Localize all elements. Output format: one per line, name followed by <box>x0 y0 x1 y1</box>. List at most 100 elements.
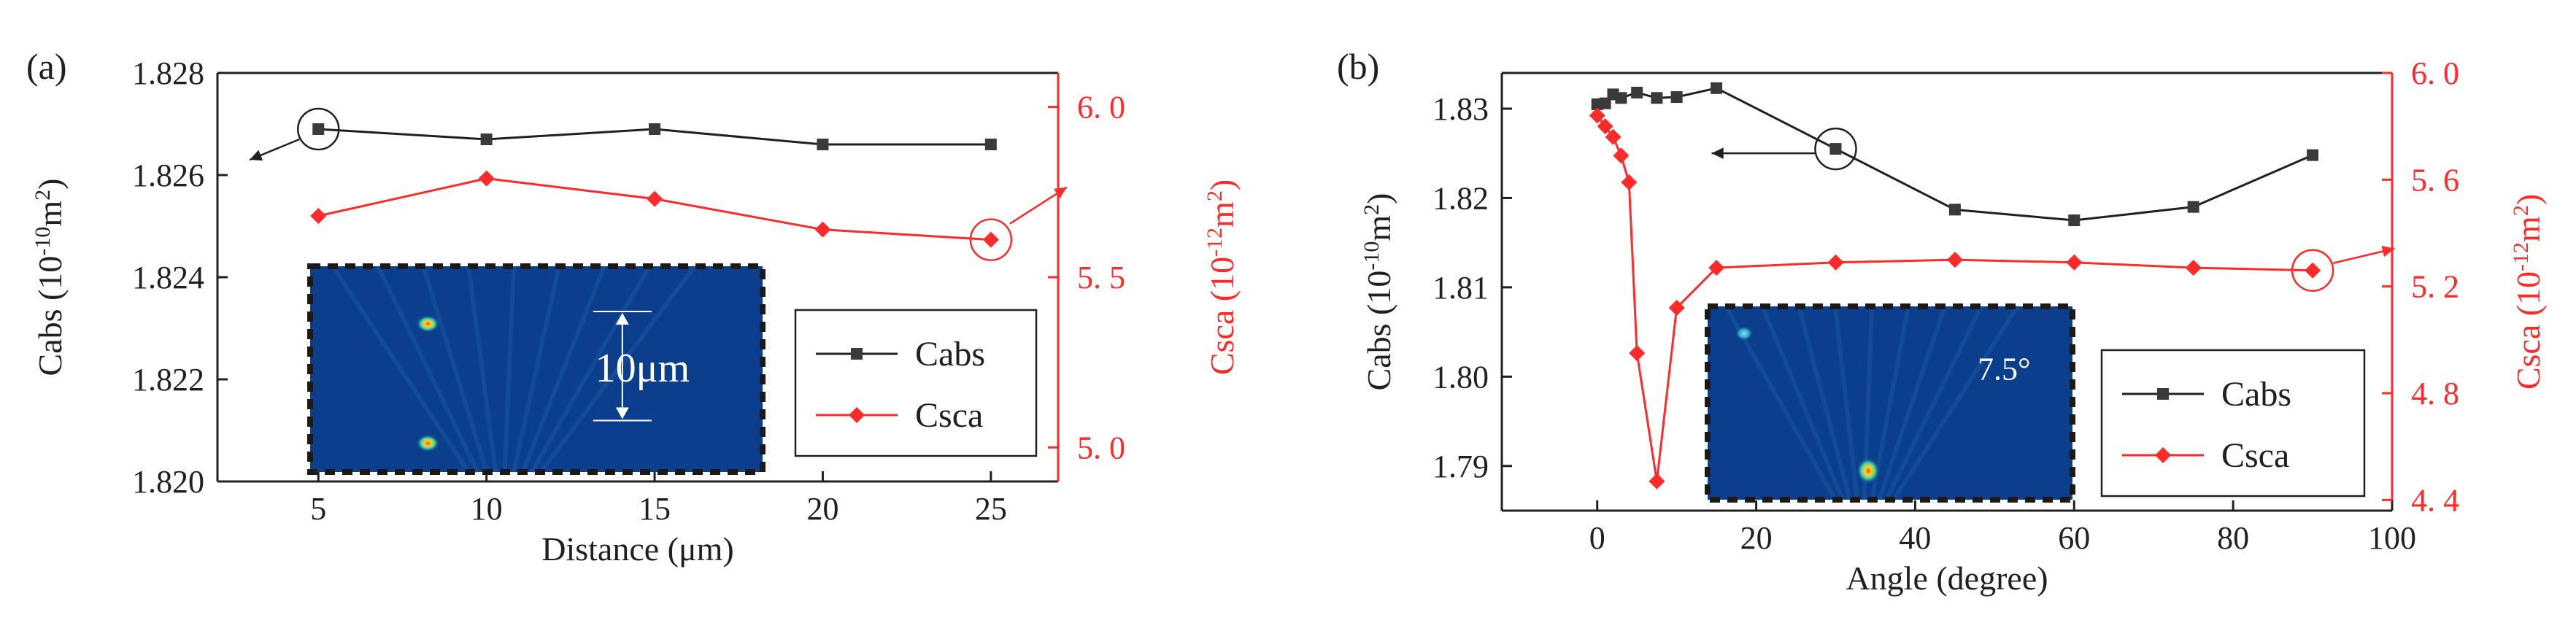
x-tick-label: 10 <box>471 491 503 527</box>
left-tick-label: 1.824 <box>132 260 204 295</box>
right-tick-label: 6. 0 <box>2411 55 2459 91</box>
panel-label: (a) <box>26 46 67 87</box>
cabs-highlight-circle <box>1814 127 1857 171</box>
legend: Cabs Csca <box>794 309 1038 457</box>
right-axis-title-label-sup: -12 <box>2509 242 2533 271</box>
inset-background <box>1708 306 2072 500</box>
right-tick-label: 5. 6 <box>2411 162 2459 198</box>
legend-marker-csca <box>2155 447 2171 463</box>
legend-box <box>2100 349 2366 498</box>
csca-point <box>1708 260 1725 276</box>
cabs-point <box>817 139 829 150</box>
right-axis-title-label-main: Csca (10 <box>1203 257 1241 375</box>
right-axis-title-label-end: ) <box>1203 179 1241 190</box>
inset-fringe <box>1833 306 1859 500</box>
right-tick-label: 4. 4 <box>2411 482 2459 518</box>
left-tick-label: 1.83 <box>1432 91 1489 127</box>
right-tick-label: 4. 8 <box>2411 376 2459 411</box>
csca-series-line <box>317 177 991 241</box>
csca-point <box>1597 118 1613 135</box>
inset-fringe <box>421 266 489 473</box>
legend-label-cabs: Cabs <box>915 335 985 373</box>
left-axis-title-label-sup2: 2 <box>1360 204 1384 215</box>
right-tick-label: 6. 0 <box>1077 90 1125 125</box>
cabs-point <box>2068 214 2081 227</box>
csca-point <box>647 190 663 207</box>
inset-fringe <box>376 265 480 473</box>
left-tick-label: 1.826 <box>132 158 204 193</box>
legend-label-cabs: Cabs <box>2221 375 2291 414</box>
csca-point <box>1629 345 1646 362</box>
csca-arrow-head <box>2381 245 2395 258</box>
inset-background <box>310 266 763 472</box>
right-axis-title-label-sup2: 2 <box>1203 190 1227 201</box>
right-axis-title-label-main: Csca (10 <box>2510 271 2547 390</box>
x-tick-label: 5 <box>310 491 326 527</box>
inset-fringe <box>1797 306 1852 500</box>
x-tick-label: 15 <box>639 491 671 527</box>
x-tick-label: 40 <box>1899 520 1931 556</box>
x-axis-label: Angle (degree) <box>1846 560 2048 597</box>
inset-hotspot <box>1856 457 1880 484</box>
inset-annotation: 7.5° <box>1978 352 2031 387</box>
left-axis-title-label-sup: -10 <box>1360 241 1384 271</box>
left-axis-title-label-end: ) <box>31 179 69 190</box>
cabs-point <box>2307 149 2319 161</box>
left-axis-title-label-sup2: 2 <box>31 190 55 201</box>
inset-fringe <box>502 266 516 473</box>
left-tick-label: 1.820 <box>132 464 204 500</box>
cabs-point <box>1829 143 1842 155</box>
right-axis-title-label-sup: -12 <box>1203 228 1227 257</box>
right-tick-label: 5. 5 <box>1077 260 1125 295</box>
right-axis-title-label-sup2: 2 <box>2509 205 2533 216</box>
csca-point <box>1946 252 1963 268</box>
csca-arrow-head <box>1053 187 1067 199</box>
panel-a: (a) 5 10 15 20 25 Distance (μm) 1.820 1.822 1.824… <box>26 46 1241 568</box>
legend-marker-csca <box>849 407 865 423</box>
left-tick-label: 1.80 <box>1432 359 1489 395</box>
left-tick-label: 1.82 <box>1432 180 1489 216</box>
legend: Cabs Csca <box>2100 349 2366 498</box>
inset-hotspot <box>416 314 440 333</box>
inset-fringe <box>530 265 652 473</box>
csca-highlight-circle <box>969 218 1013 261</box>
legend-label-csca: Csca <box>915 396 983 435</box>
cabs-point <box>2187 201 2199 213</box>
cabs-arrow-head <box>1711 147 1724 159</box>
csca-point <box>1589 107 1605 124</box>
panel-b: (b) 0 20 40 60 80 100 Angle (degree) 1.79 1.80 1.8… <box>1337 46 2547 597</box>
csca-point <box>2066 254 2083 271</box>
csca-point <box>2305 262 2321 279</box>
right-axis-title-label-mid: m <box>1203 201 1241 228</box>
csca-point <box>1605 128 1621 145</box>
inset-fringe <box>1877 306 1947 500</box>
right-axis-title-label-end: ) <box>2510 194 2547 205</box>
left-tick-label: 1.81 <box>1432 270 1489 306</box>
x-tick-label: 80 <box>2217 520 2249 556</box>
cabs-point <box>1948 204 1961 216</box>
cabs-point <box>649 123 661 135</box>
csca-point <box>814 221 831 238</box>
csca-point <box>1648 473 1665 489</box>
cabs-arrow-head <box>250 150 263 161</box>
cabs-point <box>1631 86 1643 98</box>
cabs-point <box>1711 82 1723 94</box>
inset-dashed-border <box>1705 303 2075 503</box>
x-axis-label: Distance (μm) <box>541 530 734 568</box>
right-axis-title: Csca (10-12m2) <box>2509 194 2548 390</box>
legend-marker-cabs <box>2157 388 2169 400</box>
cabs-point <box>1670 91 1683 104</box>
inset-annotation: 10μm <box>595 346 690 391</box>
left-axis-title-label-main: Cabs (10 <box>1360 271 1397 391</box>
csca-point <box>1668 299 1685 316</box>
legend-box <box>794 309 1038 457</box>
cabs-point <box>480 133 493 145</box>
csca-highlight-circle <box>2291 249 2334 292</box>
inset-fringe <box>466 266 498 473</box>
inset-dashed-border <box>307 263 766 475</box>
left-tick-label: 1.79 <box>1432 449 1489 484</box>
left-axis-title-label-mid: m <box>1360 215 1397 241</box>
inset-hotspot <box>416 434 440 452</box>
inset-field-image: 10μm <box>307 263 766 475</box>
